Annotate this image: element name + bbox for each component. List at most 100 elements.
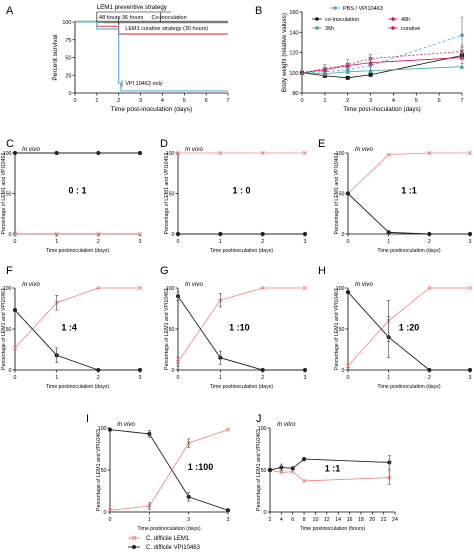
panel-letter: F bbox=[6, 265, 13, 277]
x-tick-label: 16 bbox=[347, 517, 353, 523]
x-tick-label: 18 bbox=[358, 517, 364, 523]
y-tick-label: 0 bbox=[104, 510, 107, 516]
data-point bbox=[96, 231, 101, 237]
y-axis-label: Percentage of LEM1 and VPI10463 bbox=[334, 153, 340, 235]
x-tick-label: 2 bbox=[269, 517, 272, 523]
panel-g: G In vivo 0 1 2 3 0 50 100 Time postinoculation (… bbox=[160, 265, 308, 390]
data-point bbox=[345, 191, 351, 196]
data-point bbox=[54, 231, 59, 237]
y-tick-label: 50 bbox=[339, 327, 345, 333]
annotation: Co-inoculation bbox=[152, 15, 187, 21]
x-tick-label: 20 bbox=[369, 517, 375, 523]
panel-condition: In vivo bbox=[117, 421, 135, 428]
legend-label: 48h bbox=[401, 17, 410, 23]
y-tick-label: 100 bbox=[166, 286, 175, 292]
y-axis-label: Percent survival bbox=[52, 34, 59, 81]
x-tick-label: 0 bbox=[300, 98, 303, 104]
data-point bbox=[459, 64, 465, 69]
panel-condition: In vivo bbox=[185, 281, 203, 288]
x-tick-label: 1 bbox=[323, 98, 326, 104]
data-point bbox=[260, 285, 265, 291]
x-tick-label: 0 bbox=[347, 375, 350, 381]
legend-marker bbox=[132, 545, 136, 549]
x-tick-label: 6 bbox=[438, 98, 441, 104]
y-tick-label: 75 bbox=[65, 38, 71, 44]
y-tick-label: 50 bbox=[6, 192, 12, 198]
y-tick-label: 100 bbox=[98, 426, 107, 432]
y-tick-label: 0 bbox=[9, 368, 12, 374]
legend-label: co-inoculation bbox=[325, 17, 359, 23]
panel-condition: In vivo bbox=[22, 281, 40, 288]
data-point bbox=[175, 150, 181, 156]
y-tick-label: 140 bbox=[289, 30, 298, 36]
legend-marker bbox=[315, 26, 319, 30]
data-point bbox=[427, 367, 432, 373]
x-tick-label: 10 bbox=[313, 517, 319, 523]
panel-i: I In vivo 0 1 2 3 0 50 100 Time postinoculation (… bbox=[86, 413, 231, 532]
y-tick-label: 100 bbox=[289, 71, 298, 77]
y-tick-label: 0 bbox=[342, 232, 345, 238]
data-point bbox=[96, 367, 101, 373]
panel-condition: In vivo bbox=[22, 146, 40, 153]
legend-label: curative bbox=[401, 26, 420, 32]
legend-marker bbox=[391, 26, 395, 30]
data-point bbox=[301, 456, 307, 462]
panel-letter: B bbox=[255, 5, 262, 17]
legend-label: PBS / VPI10463 bbox=[343, 6, 383, 12]
data-point bbox=[279, 470, 284, 475]
x-tick-label: 1 bbox=[219, 239, 222, 245]
legend-marker bbox=[315, 17, 319, 21]
x-tick-label: 2 bbox=[117, 98, 120, 104]
data-point bbox=[302, 285, 308, 291]
y-tick-label: 50 bbox=[101, 468, 107, 474]
data-point bbox=[260, 231, 265, 237]
panel-letter: J bbox=[256, 413, 262, 425]
x-tick-label: 4 bbox=[161, 98, 164, 104]
x-tick-label: 2 bbox=[261, 239, 264, 245]
panel-condition: In vitro bbox=[277, 421, 296, 428]
data-point bbox=[322, 73, 327, 78]
y-axis-label: Percentage of LEM1 and VPI10463 bbox=[96, 429, 102, 511]
panel-a: A 0 1 2 3 4 5 6 7 0 25 50 75 100 Time post-inoculation… bbox=[6, 4, 230, 113]
series-line bbox=[301, 51, 463, 74]
panel-c: C In vivo 0 1 2 3 0 50 100 Time postinoculation (… bbox=[1, 138, 143, 254]
y-tick-label: 100 bbox=[3, 286, 12, 292]
x-tick-label: 8 bbox=[303, 517, 306, 523]
y-tick-label: 50 bbox=[169, 327, 175, 333]
x-tick-label: 3 bbox=[304, 239, 307, 245]
data-point bbox=[225, 427, 231, 432]
data-point bbox=[175, 231, 181, 237]
legend-marker bbox=[391, 17, 395, 21]
data-point bbox=[299, 70, 305, 75]
y-axis-label: Percentage of LEM1 and VPI10463 bbox=[256, 429, 262, 511]
x-tick-label: 0 bbox=[177, 239, 180, 245]
annotation: LEM1 curative strategy (30 hours) bbox=[125, 26, 208, 32]
y-tick-label: 100 bbox=[258, 426, 267, 432]
series-line bbox=[177, 295, 305, 371]
x-tick-label: 1 bbox=[148, 517, 151, 523]
y-tick-label: 100 bbox=[336, 286, 345, 292]
data-point bbox=[301, 478, 307, 484]
x-tick-label: 1 bbox=[55, 239, 58, 245]
x-axis-label: Time postinoculation (days) bbox=[46, 248, 110, 254]
x-axis-label: Time postinoculation (days) bbox=[210, 248, 274, 254]
panel-h: H In vivo 0 1 2 3 0 50 100 Time postinoculation (… bbox=[318, 265, 473, 390]
legend-marker bbox=[131, 535, 137, 541]
x-tick-label: 24 bbox=[392, 517, 398, 523]
x-tick-label: 5 bbox=[415, 98, 418, 104]
x-axis-label: Time post-inoculation (days) bbox=[343, 106, 421, 113]
data-point bbox=[302, 150, 308, 156]
annotation: LEM1 preventive strategy bbox=[97, 4, 168, 11]
data-point bbox=[467, 150, 473, 156]
ratio-label: 1 :20 bbox=[399, 323, 420, 333]
ratio-label: 1 :10 bbox=[229, 323, 250, 333]
x-tick-label: 0 bbox=[177, 375, 180, 381]
x-tick-label: 3 bbox=[304, 375, 307, 381]
data-point bbox=[107, 508, 113, 513]
data-point bbox=[137, 285, 143, 291]
x-tick-label: 1 bbox=[95, 98, 98, 104]
panel-letter: G bbox=[160, 265, 169, 277]
x-tick-label: 3 bbox=[139, 98, 142, 104]
